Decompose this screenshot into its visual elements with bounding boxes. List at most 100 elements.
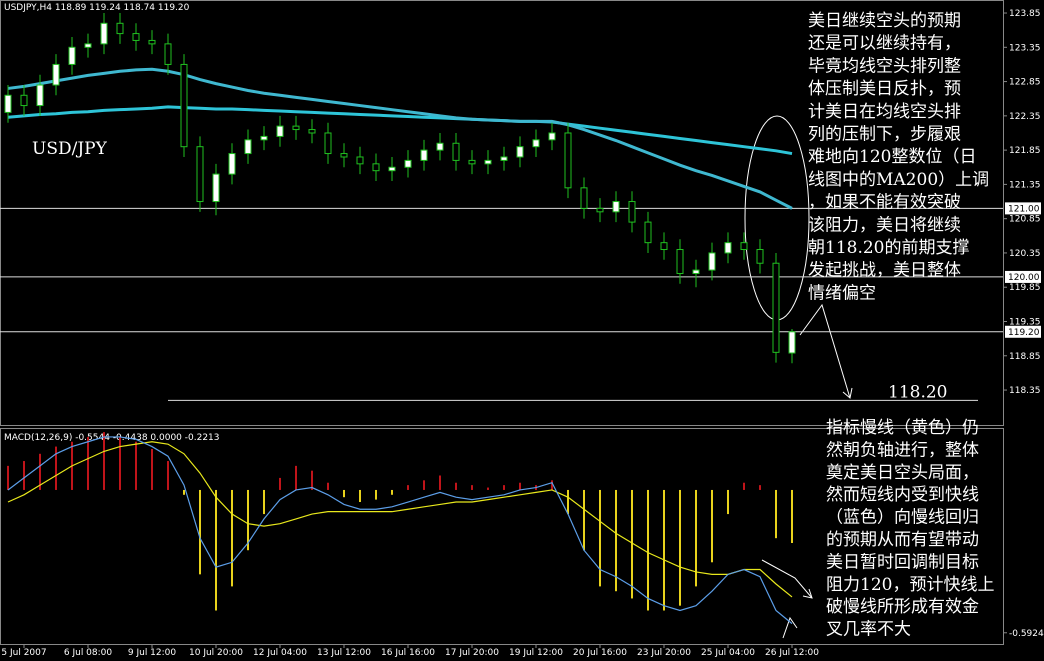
level-label-box <box>1005 202 1041 215</box>
analysis-text: 的预期从而有望带动 <box>826 530 979 550</box>
candle-body <box>772 262 780 353</box>
analysis-text: 毕竟均线空头排列整 <box>808 56 961 76</box>
macd-line <box>7 436 793 625</box>
x-tick-label: 26 Jul 12:00 <box>765 648 819 658</box>
arrow <box>782 616 798 639</box>
candle-body <box>612 201 620 213</box>
analysis-text: 列的压制下，步履艰 <box>808 125 961 145</box>
x-tick-label: 9 Jul 12:00 <box>128 648 177 658</box>
y-tick-label: 122.35 <box>1009 112 1041 122</box>
y-tick-label: 122.85 <box>1009 78 1041 88</box>
candle-body <box>580 187 588 209</box>
arrow-head <box>842 387 853 399</box>
candle-body <box>452 142 460 161</box>
y-tick-label: 123.85 <box>1009 9 1041 19</box>
analysis-text: 该阻力，美日将继续 <box>808 215 961 235</box>
analysis-text: 计美日在均线空头排 <box>808 102 961 122</box>
y-tick-label: 119.35 <box>1009 317 1041 327</box>
price-title: USDJPY,H4 118.89 119.24 118.74 119.20 <box>4 3 190 13</box>
candle-body <box>100 22 108 45</box>
level-label: 120.00 <box>1008 273 1040 283</box>
candle-body <box>324 132 332 155</box>
x-tick-label: 13 Jul 12:00 <box>317 648 371 658</box>
candle-body <box>388 166 396 172</box>
candle-body <box>148 39 156 45</box>
analysis-text: 发起挑战，美日整体 <box>808 261 961 281</box>
moving-average <box>7 105 793 156</box>
candle-body <box>436 142 444 151</box>
analysis-text: 情绪偏空 <box>808 283 876 303</box>
analysis-text: 线图中的MA200）上调 <box>808 170 989 190</box>
moving-average <box>7 67 793 210</box>
candle-body <box>84 43 92 48</box>
candle-body <box>36 84 44 107</box>
candle-body <box>52 63 60 86</box>
candle-body <box>20 94 28 107</box>
candle-body <box>68 46 76 65</box>
candle-body <box>356 156 364 165</box>
analysis-text: 朝118.20的前期支撑 <box>808 238 969 258</box>
candle-body <box>308 129 316 134</box>
macd-title: MACD(12,26,9) -0.5544 -0.4438 0.0000 -0.… <box>4 433 220 443</box>
analysis-text: 阻力120，预计快线上 <box>826 575 994 595</box>
candle-body <box>164 43 172 65</box>
candle-body <box>516 146 524 158</box>
candle-body <box>228 153 236 175</box>
analysis-text: 体压制美日反扑，预 <box>808 79 961 99</box>
x-tick-label: 12 Jul 04:00 <box>253 648 307 658</box>
macd-line <box>7 441 793 598</box>
x-tick-label: 19 Jul 12:00 <box>509 648 563 658</box>
x-tick-label: 23 Jul 20:00 <box>637 648 691 658</box>
candle-body <box>564 132 572 189</box>
candle-body <box>468 159 476 165</box>
candle-body <box>196 146 204 203</box>
level-label-box <box>1005 270 1041 283</box>
candle-body <box>244 139 252 155</box>
x-tick-label: 16 Jul 16:00 <box>381 648 435 658</box>
candle-body <box>116 22 124 35</box>
analysis-text: 还是可以继续持有， <box>808 34 961 54</box>
analysis-text: 叉几率不大 <box>826 620 911 640</box>
candle-body <box>292 125 300 131</box>
analysis-text: 破慢线所形成有效金 <box>826 596 979 617</box>
x-tick-label: 25 Jul 04:00 <box>701 648 755 658</box>
candle-body <box>260 135 268 141</box>
analysis-text: 然朝负轴进行，整体 <box>826 440 979 460</box>
candle-body <box>4 94 12 113</box>
candle-body <box>484 159 492 165</box>
candle-body <box>788 331 796 354</box>
candle-body <box>340 153 348 158</box>
y-tick-label: 121.85 <box>1009 146 1041 156</box>
candle-body <box>372 163 380 172</box>
candle-body <box>420 149 428 161</box>
symbol-label: USD/JPY <box>32 139 108 159</box>
price-frame <box>0 0 1004 426</box>
analysis-text: （蓝色）向慢线回归 <box>826 507 979 528</box>
arrow-head <box>802 588 813 599</box>
y-tick-label: 120.35 <box>1009 249 1041 259</box>
candle-body <box>180 63 188 148</box>
arrow <box>799 303 851 399</box>
candle-body <box>548 132 556 141</box>
candle-body <box>644 221 652 244</box>
level-label-box <box>1005 325 1041 338</box>
analysis-text: 美日继续空头的预期 <box>808 11 961 31</box>
candle-body <box>276 125 284 137</box>
analysis-text: 奠定美日空头局面， <box>826 463 979 483</box>
candle-body <box>740 242 748 251</box>
y-tick-label: 123.35 <box>1009 43 1041 53</box>
candle-body <box>132 33 140 41</box>
candle-body <box>756 249 764 264</box>
candle-body <box>708 252 716 271</box>
x-tick-label: 10 Jul 20:00 <box>189 648 243 658</box>
analysis-text: 然而短线内受到快线 <box>826 485 979 505</box>
candle-body <box>660 242 668 251</box>
candle-body <box>596 207 604 213</box>
analysis-text: ，如果不能有效突破 <box>808 193 961 213</box>
level-label: 119.20 <box>1008 328 1040 338</box>
candle-body <box>628 201 636 223</box>
y-tick-label: -0.5924 <box>1009 629 1044 639</box>
